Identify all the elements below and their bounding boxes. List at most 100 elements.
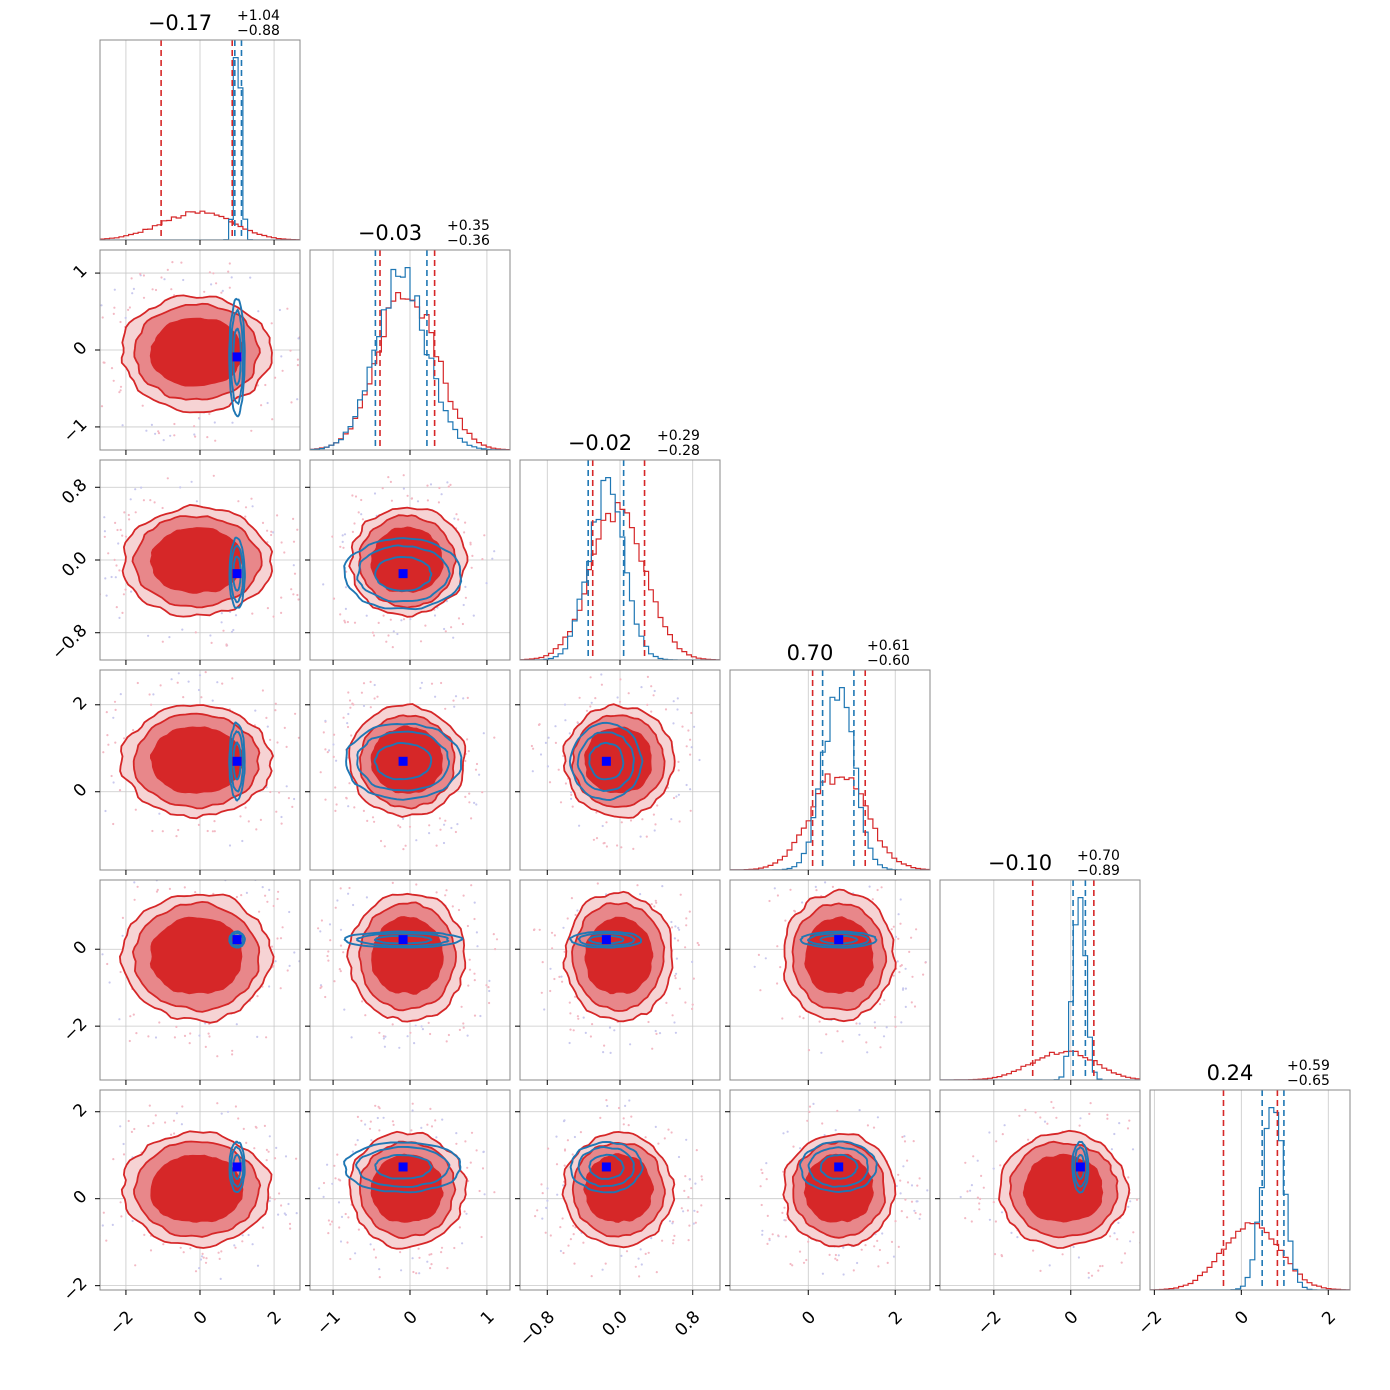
sample-dot xyxy=(343,533,347,536)
sample-dot xyxy=(453,1246,456,1250)
sample-dot xyxy=(211,699,214,702)
sample-dot xyxy=(103,530,106,533)
sample-dot xyxy=(761,1229,764,1232)
sample-dot xyxy=(789,1262,792,1266)
sample-dot xyxy=(546,765,550,768)
sample-dot xyxy=(622,1123,625,1126)
sample-dot xyxy=(1106,1113,1109,1116)
sample-dot xyxy=(115,606,118,609)
sample-dot xyxy=(475,762,479,766)
sample-dot xyxy=(1129,1200,1132,1203)
sample-dot xyxy=(190,480,193,483)
sample-dot xyxy=(904,987,908,990)
sample-dot xyxy=(637,1257,640,1260)
sample-dot xyxy=(450,626,453,629)
sample-dot xyxy=(112,1158,115,1161)
sample-dot xyxy=(256,1264,260,1267)
sample-dot xyxy=(693,1209,696,1212)
sample-dot xyxy=(296,593,299,597)
sample-dot xyxy=(574,995,577,998)
sample-dot xyxy=(119,1201,122,1204)
sample-dot xyxy=(430,1263,433,1266)
sample-dot xyxy=(121,934,124,937)
sample-dot xyxy=(572,873,574,875)
sample-dot xyxy=(163,278,166,281)
sample-dot xyxy=(154,432,157,435)
sample-dot xyxy=(555,1135,558,1138)
sample-dot xyxy=(898,971,901,974)
sample-dot xyxy=(438,817,441,820)
sample-dot xyxy=(655,1032,658,1035)
sample-dot xyxy=(313,955,315,957)
sample-dot xyxy=(1088,1112,1091,1115)
sample-dot xyxy=(128,1039,131,1043)
contour-red-inner xyxy=(583,1153,655,1223)
sample-dot xyxy=(107,743,110,746)
sample-dot xyxy=(351,494,354,497)
sample-dot xyxy=(261,886,264,889)
sample-dot xyxy=(688,1224,691,1227)
contour-blue-2 xyxy=(819,1153,859,1180)
sample-dot xyxy=(429,483,433,486)
sample-dot xyxy=(467,984,470,987)
sample-dot xyxy=(197,688,201,692)
sample-dot xyxy=(540,1183,543,1186)
sample-dot xyxy=(218,1257,221,1260)
truth-marker-red xyxy=(0,0,9,9)
sample-dot xyxy=(292,593,295,596)
sample-dot xyxy=(369,1120,372,1123)
sample-dot xyxy=(799,1147,802,1150)
sample-dot xyxy=(145,429,148,432)
sample-dot xyxy=(1078,1124,1081,1127)
sample-dot xyxy=(333,733,336,736)
sample-dot xyxy=(289,1227,292,1230)
sample-dot xyxy=(100,405,104,408)
sample-dot xyxy=(478,1189,481,1193)
sample-dot xyxy=(466,924,469,928)
sample-dot xyxy=(288,1222,292,1225)
sample-dot xyxy=(342,951,345,954)
sample-dot xyxy=(786,1130,789,1133)
sample-dot xyxy=(132,287,135,290)
sample-dot xyxy=(1120,1261,1123,1264)
sample-dot xyxy=(601,1268,604,1271)
sample-dot xyxy=(275,1146,278,1149)
x-tick-label: 2 xyxy=(264,1307,286,1329)
x-tick-label: 0 xyxy=(400,1307,422,1329)
sample-dot xyxy=(1016,1236,1019,1239)
sample-dot xyxy=(979,1197,982,1200)
sample-dot xyxy=(216,1055,219,1058)
sample-dot xyxy=(556,1193,559,1196)
sample-dot xyxy=(865,1041,868,1044)
sample-dot xyxy=(874,1026,877,1029)
sample-dot xyxy=(481,791,484,794)
sample-dot xyxy=(776,894,780,897)
sample-dot xyxy=(283,551,286,554)
sample-dot xyxy=(651,1047,654,1050)
sample-dot xyxy=(373,492,377,495)
sample-dot xyxy=(162,1243,165,1246)
sample-dot xyxy=(864,1244,867,1247)
sample-dot xyxy=(670,920,673,924)
sample-dot xyxy=(644,1136,647,1139)
sample-dot xyxy=(440,1246,444,1249)
sample-dot xyxy=(481,558,484,561)
sample-dot xyxy=(332,743,335,746)
sample-dot xyxy=(182,696,185,699)
sample-dot xyxy=(978,1208,981,1211)
sample-dot xyxy=(825,1033,828,1036)
contour-blue-1 xyxy=(807,1146,869,1188)
sample-dot xyxy=(1089,1102,1092,1105)
sample-dot xyxy=(562,926,565,929)
sample-dot xyxy=(220,612,223,615)
sample-dot xyxy=(878,1248,882,1252)
sample-dot xyxy=(115,564,118,567)
sample-dot xyxy=(1151,1201,1153,1203)
contour-blue-1 xyxy=(229,308,244,406)
sample-dot xyxy=(768,899,771,903)
sample-dot xyxy=(570,797,573,800)
sample-dot xyxy=(361,1000,364,1003)
sample-dot xyxy=(136,681,139,685)
sample-dot xyxy=(913,1005,917,1008)
sample-dot xyxy=(894,1025,897,1028)
